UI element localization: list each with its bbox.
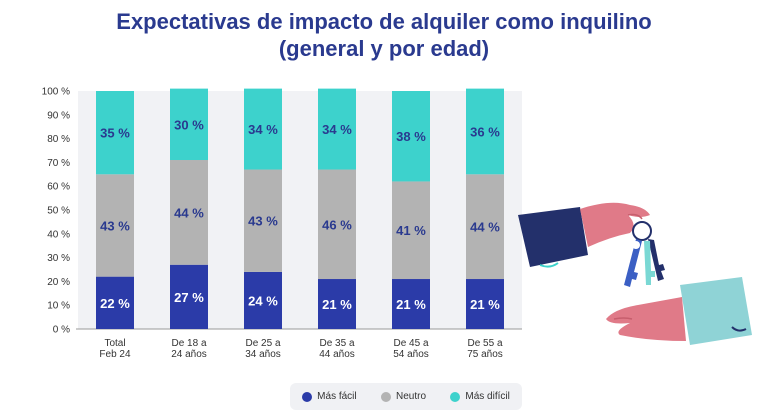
legend-item-dificil: Más difícil <box>450 391 510 402</box>
x-tick-label: De 35 a <box>319 338 354 349</box>
legend-item-neutro: Neutro <box>380 391 426 402</box>
x-tick-label: 75 años <box>467 349 503 360</box>
legend-swatch-dificil <box>450 391 461 402</box>
data-label-facil: 21 % <box>396 297 426 312</box>
bar-facil <box>466 279 504 329</box>
giving-hand-icon <box>518 202 650 268</box>
y-tick-label: 100 % <box>42 87 70 98</box>
data-label-neutro: 46 % <box>322 217 352 232</box>
x-tick-label: 34 años <box>245 349 281 360</box>
legend-swatch-facil <box>302 391 313 402</box>
legend-label-facil: Más fácil <box>317 391 357 402</box>
bar-dificil <box>244 88 282 170</box>
data-label-neutro: 43 % <box>248 214 278 229</box>
y-tick-label: 80 % <box>47 134 70 145</box>
legend-swatch-neutro <box>380 391 391 402</box>
x-tick-label: De 45 a <box>393 338 428 349</box>
bar-facil <box>244 271 282 329</box>
bar-dificil <box>466 88 504 175</box>
y-tick-label: 20 % <box>47 277 70 288</box>
x-tick-label: Total <box>104 338 125 349</box>
y-tick-label: 10 % <box>47 301 70 312</box>
data-label-neutro: 41 % <box>396 223 426 238</box>
bar-dificil <box>392 91 430 182</box>
chart-title: Expectativas de impacto de alquiler como… <box>0 8 768 62</box>
x-tick-label: De 18 a <box>171 338 206 349</box>
x-tick-label: De 25 a <box>245 338 280 349</box>
data-label-facil: 21 % <box>322 297 352 312</box>
legend-label-neutro: Neutro <box>395 391 426 402</box>
data-label-facil: 24 % <box>248 293 278 308</box>
bar-neutro <box>392 181 430 280</box>
stacked-bar-chart: 0 % 10 % 20 % 30 % 40 % 50 % 60 % 70 % 80 % 90 % 1… <box>42 87 522 360</box>
bar-neutro <box>96 174 134 277</box>
plot-area <box>78 91 522 329</box>
chart-title-line1: Expectativas de impacto de alquiler como… <box>116 9 652 34</box>
bar-neutro <box>244 169 282 272</box>
data-label-dificil: 34 % <box>248 122 278 137</box>
bar-facil <box>318 279 356 329</box>
bar-dificil <box>96 91 134 175</box>
data-label-dificil: 35 % <box>100 126 130 141</box>
x-tick-label: 44 años <box>319 349 355 360</box>
data-label-dificil: 38 % <box>396 129 426 144</box>
data-label-neutro: 44 % <box>174 205 204 220</box>
data-label-neutro: 44 % <box>470 220 500 235</box>
bar-neutro <box>466 174 504 280</box>
x-tick-label: 54 años <box>393 349 429 360</box>
bar-dificil <box>170 88 208 161</box>
data-label-facil: 21 % <box>470 297 500 312</box>
data-label-facil: 22 % <box>100 296 130 311</box>
data-label-dificil: 30 % <box>174 117 204 132</box>
y-tick-label: 30 % <box>47 253 70 264</box>
bar-dificil <box>318 88 356 170</box>
bar-neutro <box>170 160 208 265</box>
data-label-dificil: 34 % <box>322 122 352 137</box>
data-label-dificil: 36 % <box>470 124 500 139</box>
y-tick-label: 70 % <box>47 158 70 169</box>
chart-legend: Más fácil Neutro Más difícil <box>290 383 522 410</box>
bar-facil <box>96 276 134 329</box>
bar-facil <box>392 279 430 329</box>
x-tick-label: De 55 a <box>467 338 502 349</box>
y-tick-label: 50 % <box>47 206 70 217</box>
receiving-hand-icon <box>606 277 752 345</box>
data-label-neutro: 43 % <box>100 218 130 233</box>
legend-label-dificil: Más difícil <box>465 391 510 402</box>
y-tick-label: 0 % <box>53 325 70 336</box>
keys-icon <box>624 221 665 287</box>
legend-item-facil: Más fácil <box>302 391 357 402</box>
bar-facil <box>170 264 208 329</box>
y-tick-label: 60 % <box>47 182 70 193</box>
y-tick-label: 40 % <box>47 229 70 240</box>
hands-keys-illustration <box>518 202 752 345</box>
data-label-facil: 27 % <box>174 290 204 305</box>
x-tick-label: Feb 24 <box>99 349 131 360</box>
chart-title-line2: (general y por edad) <box>278 36 490 61</box>
y-tick-label: 90 % <box>47 110 70 121</box>
x-tick-label: 24 años <box>171 349 207 360</box>
bar-neutro <box>318 169 356 280</box>
